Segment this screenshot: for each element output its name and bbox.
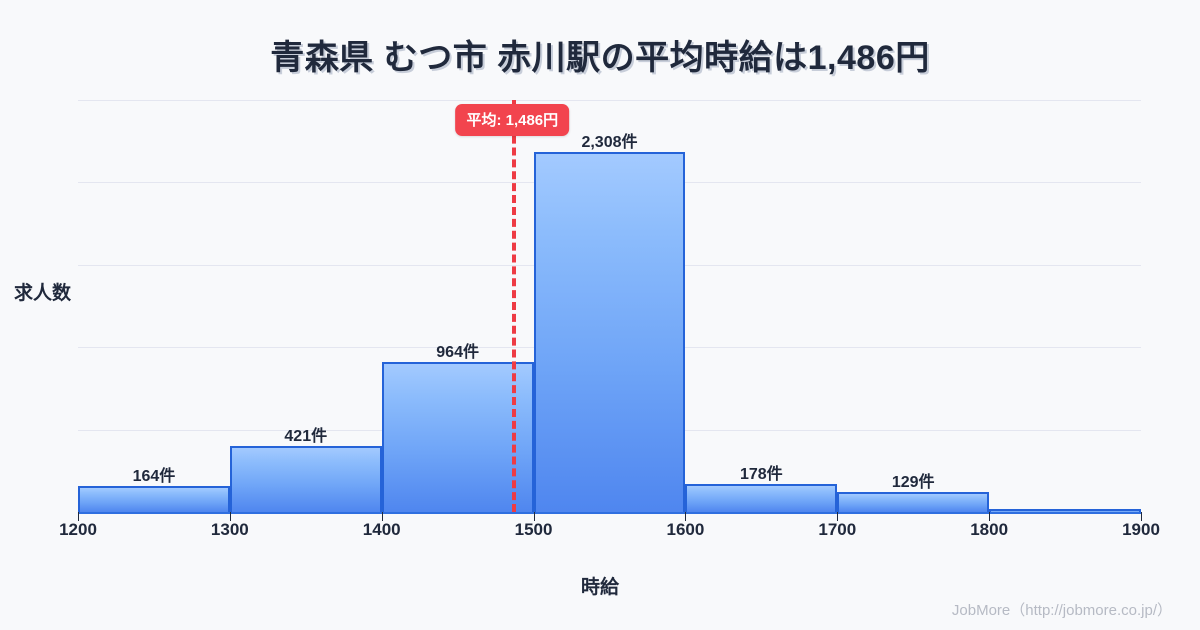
bar[interactable] [989,509,1141,512]
x-tick-label: 1600 [666,520,705,539]
x-tick-mark [1141,512,1142,521]
gridline-4 [78,100,1141,101]
bar[interactable] [837,491,990,512]
bar[interactable] [533,151,686,512]
x-tick-mark [533,512,535,521]
bar[interactable] [381,361,534,512]
x-tick-mark [989,512,991,521]
x-tick-label: 1300 [210,520,249,539]
x-tick-label: 1700 [818,520,857,539]
average-line [512,100,517,512]
x-tick-mark [78,512,79,521]
footer-watermark: JobMore（http://jobmore.co.jp/） [951,602,1172,619]
average-badge: 平均: 1,486円 [455,104,570,136]
bar[interactable] [78,486,230,512]
x-tick-label: 1200 [59,520,97,539]
x-tick-mark [229,512,231,521]
bar-value-label: 964件 [436,343,479,361]
plot-area [78,100,1141,512]
x-tick-mark [837,512,839,521]
x-tick-label: 1900 [1122,520,1160,539]
bar[interactable] [229,446,382,512]
bar-value-label: 178件 [739,466,783,484]
bar-value-label: 164件 [132,468,176,486]
bar-value-label: 2,308件 [581,133,638,151]
x-axis-line [78,512,1141,514]
x-axis-title: 時給 [580,577,619,598]
bar-value-label: 129件 [891,473,935,491]
bar[interactable] [685,484,838,512]
chart-title: 青森県 むつ市 赤川駅の平均時給は1,486円 [270,39,930,77]
x-tick-label: 1500 [514,520,553,539]
x-tick-mark [381,512,383,521]
x-tick-mark [685,512,687,521]
x-tick-label: 1800 [970,520,1009,539]
bar-value-label: 421件 [284,428,328,446]
x-tick-label: 1400 [362,520,401,539]
y-axis-title: 求人数 [14,283,72,304]
